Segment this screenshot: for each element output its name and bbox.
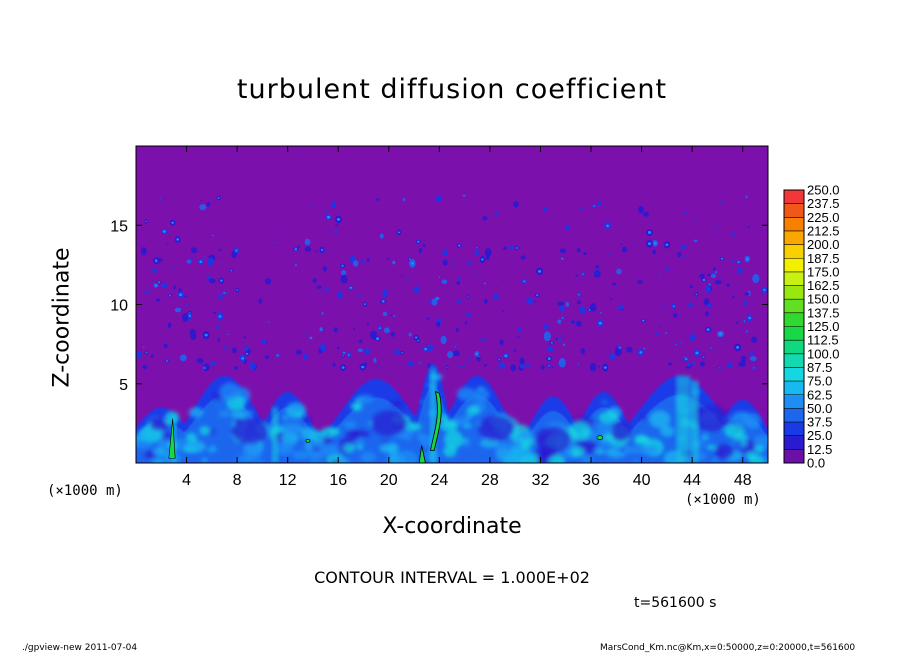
diffusion-field [136, 194, 768, 463]
colorbar: 0.012.525.037.550.062.575.087.5100.0112.… [783, 183, 840, 471]
colorbar-tick-label: 12.5 [807, 442, 832, 457]
y-tick-label: 5 [119, 377, 128, 394]
colorbar-bin [784, 449, 804, 464]
x-tick-label: 4 [182, 472, 191, 489]
colorbar-bin [784, 353, 804, 368]
colorbar-tick-label: 150.0 [807, 292, 840, 307]
colorbar-bin [784, 258, 804, 273]
x-tick-label: 24 [430, 472, 448, 489]
colorbar-bin [784, 326, 804, 341]
y-tick-label: 10 [110, 298, 128, 315]
colorbar-tick-label: 137.5 [807, 305, 840, 320]
colorbar-bin [784, 285, 804, 300]
colorbar-bin [784, 422, 804, 437]
colorbar-tick-label: 62.5 [807, 387, 832, 402]
chart-title: turbulent diffusion coefficient [236, 74, 668, 105]
colorbar-tick-label: 0.0 [807, 456, 825, 471]
colorbar-bin [784, 394, 804, 409]
colorbar-tick-label: 25.0 [807, 428, 832, 443]
colorbar-tick-label: 112.5 [807, 333, 839, 348]
upper-eddies [136, 194, 768, 372]
colorbar-tick-label: 50.0 [807, 401, 832, 416]
x-tick-label: 48 [734, 472, 752, 489]
colorbar-bin [784, 203, 804, 218]
x-axis-label: X-coordinate [382, 514, 522, 539]
y-tick-label: 15 [110, 218, 128, 235]
colorbar-tick-label: 87.5 [807, 360, 832, 375]
x-tick-label: 12 [279, 472, 297, 489]
colorbar-tick-label: 187.5 [807, 251, 840, 266]
colorbar-bin [784, 408, 804, 423]
colorbar-bin [784, 312, 804, 327]
colorbar-tick-label: 237.5 [807, 196, 840, 211]
colorbar-bin [784, 340, 804, 355]
x-tick-label: 32 [532, 472, 550, 489]
y-axis: 5 10 15 [110, 218, 768, 394]
colorbar-tick-label: 200.0 [807, 237, 840, 252]
colorbar-tick-label: 125.0 [807, 319, 840, 334]
colorbar-tick-label: 75.0 [807, 374, 832, 389]
x-tick-label: 44 [683, 472, 701, 489]
y-axis-unit-label: (×1000 m) [47, 483, 123, 499]
y-axis-label: Z-coordinate [49, 247, 75, 388]
colorbar-tick-label: 175.0 [807, 264, 840, 279]
high-value-streaks [168, 391, 604, 463]
colorbar-bin [784, 299, 804, 314]
colorbar-tick-label: 225.0 [807, 210, 840, 225]
footer-left: ./gpview-new 2011-07-04 [22, 643, 138, 653]
x-tick-label: 28 [481, 472, 499, 489]
colorbar-bin [784, 435, 804, 450]
colorbar-bin [784, 217, 804, 232]
colorbar-bin [784, 190, 804, 205]
x-tick-label: 16 [329, 472, 347, 489]
colorbar-bin [784, 230, 804, 246]
colorbar-bin [784, 367, 804, 382]
time-label: t=561600 s [634, 595, 717, 611]
colorbar-tick-label: 37.5 [807, 415, 832, 430]
colorbar-bin [784, 244, 804, 259]
colorbar-tick-label: 162.5 [807, 278, 840, 293]
x-tick-label: 36 [582, 472, 600, 489]
colorbar-bin [784, 381, 804, 396]
footer-right: MarsCond_Km.nc@Km,x=0:50000,z=0:20000,t=… [600, 643, 856, 653]
x-tick-label: 20 [380, 472, 398, 489]
colorbar-bin [784, 271, 804, 287]
x-tick-label: 40 [633, 472, 651, 489]
x-axis: 4 8 12 16 20 24 28 32 36 40 44 48 [182, 146, 752, 489]
x-tick-label: 8 [233, 472, 242, 489]
contour-interval-text: CONTOUR INTERVAL = 1.000E+02 [314, 568, 590, 587]
x-axis-unit-label: (×1000 m) [685, 492, 761, 508]
colorbar-tick-label: 100.0 [807, 346, 840, 361]
colorbar-tick-label: 212.5 [807, 223, 840, 238]
colorbar-tick-label: 250.0 [807, 183, 840, 198]
plot-area [135, 145, 769, 464]
